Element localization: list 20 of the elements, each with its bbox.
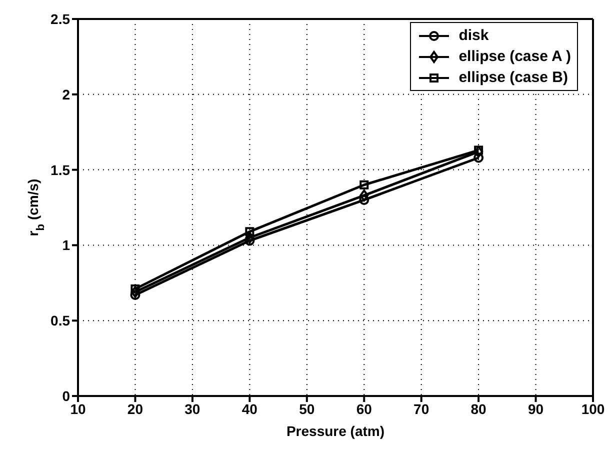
legend-label: disk <box>458 26 489 46</box>
y-tick-label: 2 <box>62 86 70 102</box>
legend-label: ellipse (case B) <box>458 68 568 88</box>
y-tick-label: 0 <box>62 388 70 404</box>
x-tick-label: 90 <box>528 400 544 417</box>
x-tick-label: 40 <box>242 400 258 417</box>
x-tick-label: 10 <box>70 400 86 417</box>
x-axis-title: Pressure (atm) <box>286 423 385 439</box>
x-tick-label: 100 <box>581 400 605 417</box>
legend-label: ellipse (case A ) <box>458 47 571 67</box>
x-tick-label: 20 <box>127 400 144 417</box>
x-tick-label: 50 <box>299 400 315 417</box>
y-tick-label: 0.5 <box>50 312 70 329</box>
x-tick-label: 60 <box>356 400 372 417</box>
x-tick-label: 70 <box>414 400 430 417</box>
y-tick-label: 1 <box>62 237 70 254</box>
y-tick-label: 1.5 <box>50 162 70 178</box>
x-tick-label: 30 <box>184 400 200 417</box>
x-tick-label: 80 <box>470 400 487 417</box>
y-tick-label: 2.5 <box>50 10 70 27</box>
